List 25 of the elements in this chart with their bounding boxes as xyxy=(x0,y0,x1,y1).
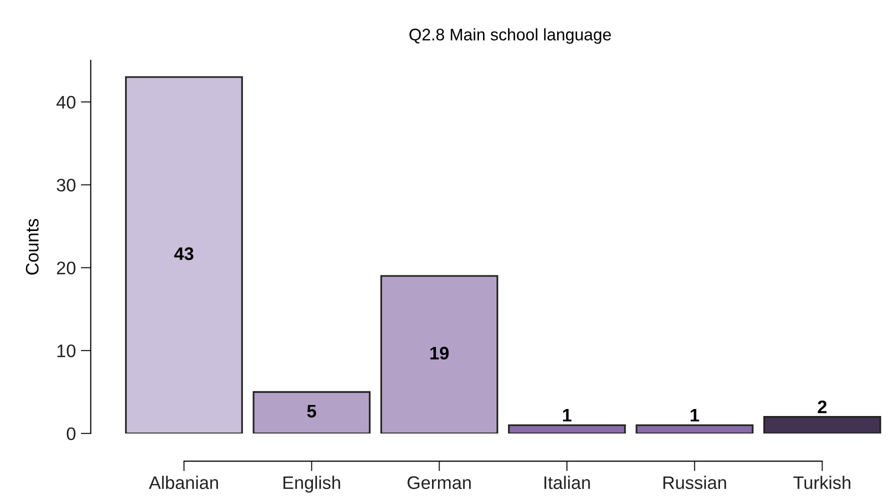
y-axis-title: Counts xyxy=(26,219,39,275)
y-tick-label: 40 xyxy=(56,96,76,109)
x-tick-label: English xyxy=(284,476,340,493)
chart-title: Q2.8 Main school language xyxy=(409,28,611,44)
y-tick-label: 20 xyxy=(56,262,76,274)
data-label: 1 xyxy=(563,408,572,422)
bar xyxy=(763,416,882,434)
x-tick-label: Italian xyxy=(544,476,590,490)
y-tick-label: 10 xyxy=(57,344,76,358)
x-tick-label: Russian xyxy=(663,476,726,490)
x-tick-label: Albanian xyxy=(148,476,218,490)
bar xyxy=(636,424,754,434)
data-label: 19 xyxy=(430,346,449,360)
x-tick-label: Turkish xyxy=(793,476,850,490)
x-tick-label: German xyxy=(408,476,471,490)
bar xyxy=(380,275,498,434)
data-label: 1 xyxy=(690,408,700,422)
data-label: 5 xyxy=(307,404,316,418)
y-tick-label: 0 xyxy=(66,427,76,440)
bar xyxy=(508,424,626,434)
bar xyxy=(125,76,243,434)
y-tick-label: 30 xyxy=(56,178,76,192)
bar xyxy=(252,391,371,434)
data-label: 43 xyxy=(174,247,194,260)
data-label: 2 xyxy=(818,400,827,414)
